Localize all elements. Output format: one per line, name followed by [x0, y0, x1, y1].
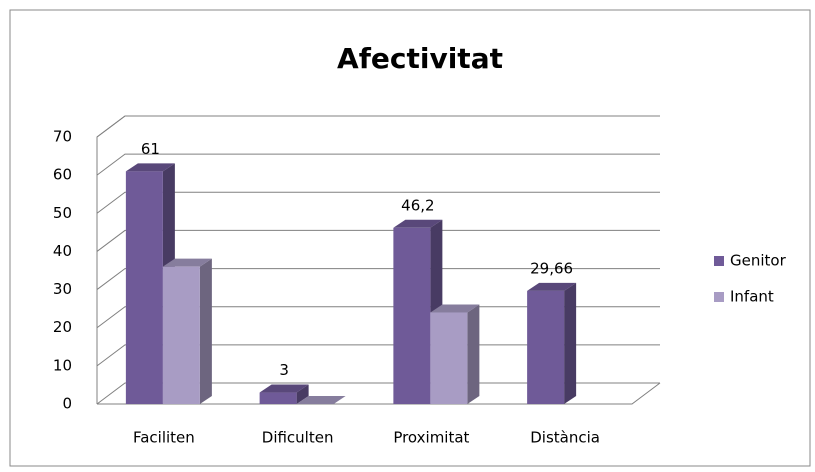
chart-title: Afectivitat	[337, 42, 503, 75]
legend-label: Genitor	[730, 252, 787, 270]
legend-label: Infant	[730, 288, 774, 306]
bar-top	[296, 396, 346, 404]
bar	[259, 392, 297, 404]
y-tick-label: 10	[53, 356, 72, 374]
grid-line	[96, 153, 660, 176]
bar	[430, 312, 468, 404]
grid-line	[96, 344, 660, 367]
y-tick-label: 40	[53, 242, 72, 260]
bar-top	[125, 163, 175, 172]
y-tick-label: 60	[53, 166, 72, 184]
data-label: 3	[279, 361, 289, 379]
grid-line	[96, 268, 660, 290]
bar-top	[162, 258, 212, 267]
data-label: 46,2	[401, 196, 434, 214]
bar	[125, 171, 163, 404]
grid-line	[96, 306, 660, 329]
grid-line	[96, 382, 660, 405]
x-tick-label: Proximitat	[393, 429, 469, 447]
y-tick-label: 70	[53, 128, 72, 146]
bar-top	[393, 219, 443, 228]
bar-side	[199, 258, 212, 404]
bar-side	[296, 384, 309, 404]
y-tick-label: 0	[62, 395, 72, 413]
y-tick-label: 30	[53, 280, 72, 298]
bar-side	[564, 282, 577, 404]
legend-swatch	[714, 256, 724, 266]
legend-swatch	[714, 292, 724, 302]
bar	[527, 290, 565, 404]
bar-top	[259, 384, 309, 393]
x-tick-label: Faciliten	[133, 429, 195, 447]
bar	[162, 266, 200, 404]
grid-line	[96, 229, 660, 252]
data-label: 61	[141, 140, 160, 158]
grid-line	[96, 191, 660, 214]
data-label: 29,66	[530, 259, 573, 277]
bar	[393, 227, 431, 404]
grid-line	[96, 115, 660, 138]
bar-top	[527, 282, 577, 291]
bar-top	[430, 304, 480, 313]
x-tick-label: Distància	[530, 429, 600, 447]
bar-side	[467, 304, 480, 404]
y-tick-label: 50	[53, 204, 72, 222]
x-tick-label: Dificulten	[262, 429, 334, 447]
y-tick-label: 20	[53, 318, 72, 336]
